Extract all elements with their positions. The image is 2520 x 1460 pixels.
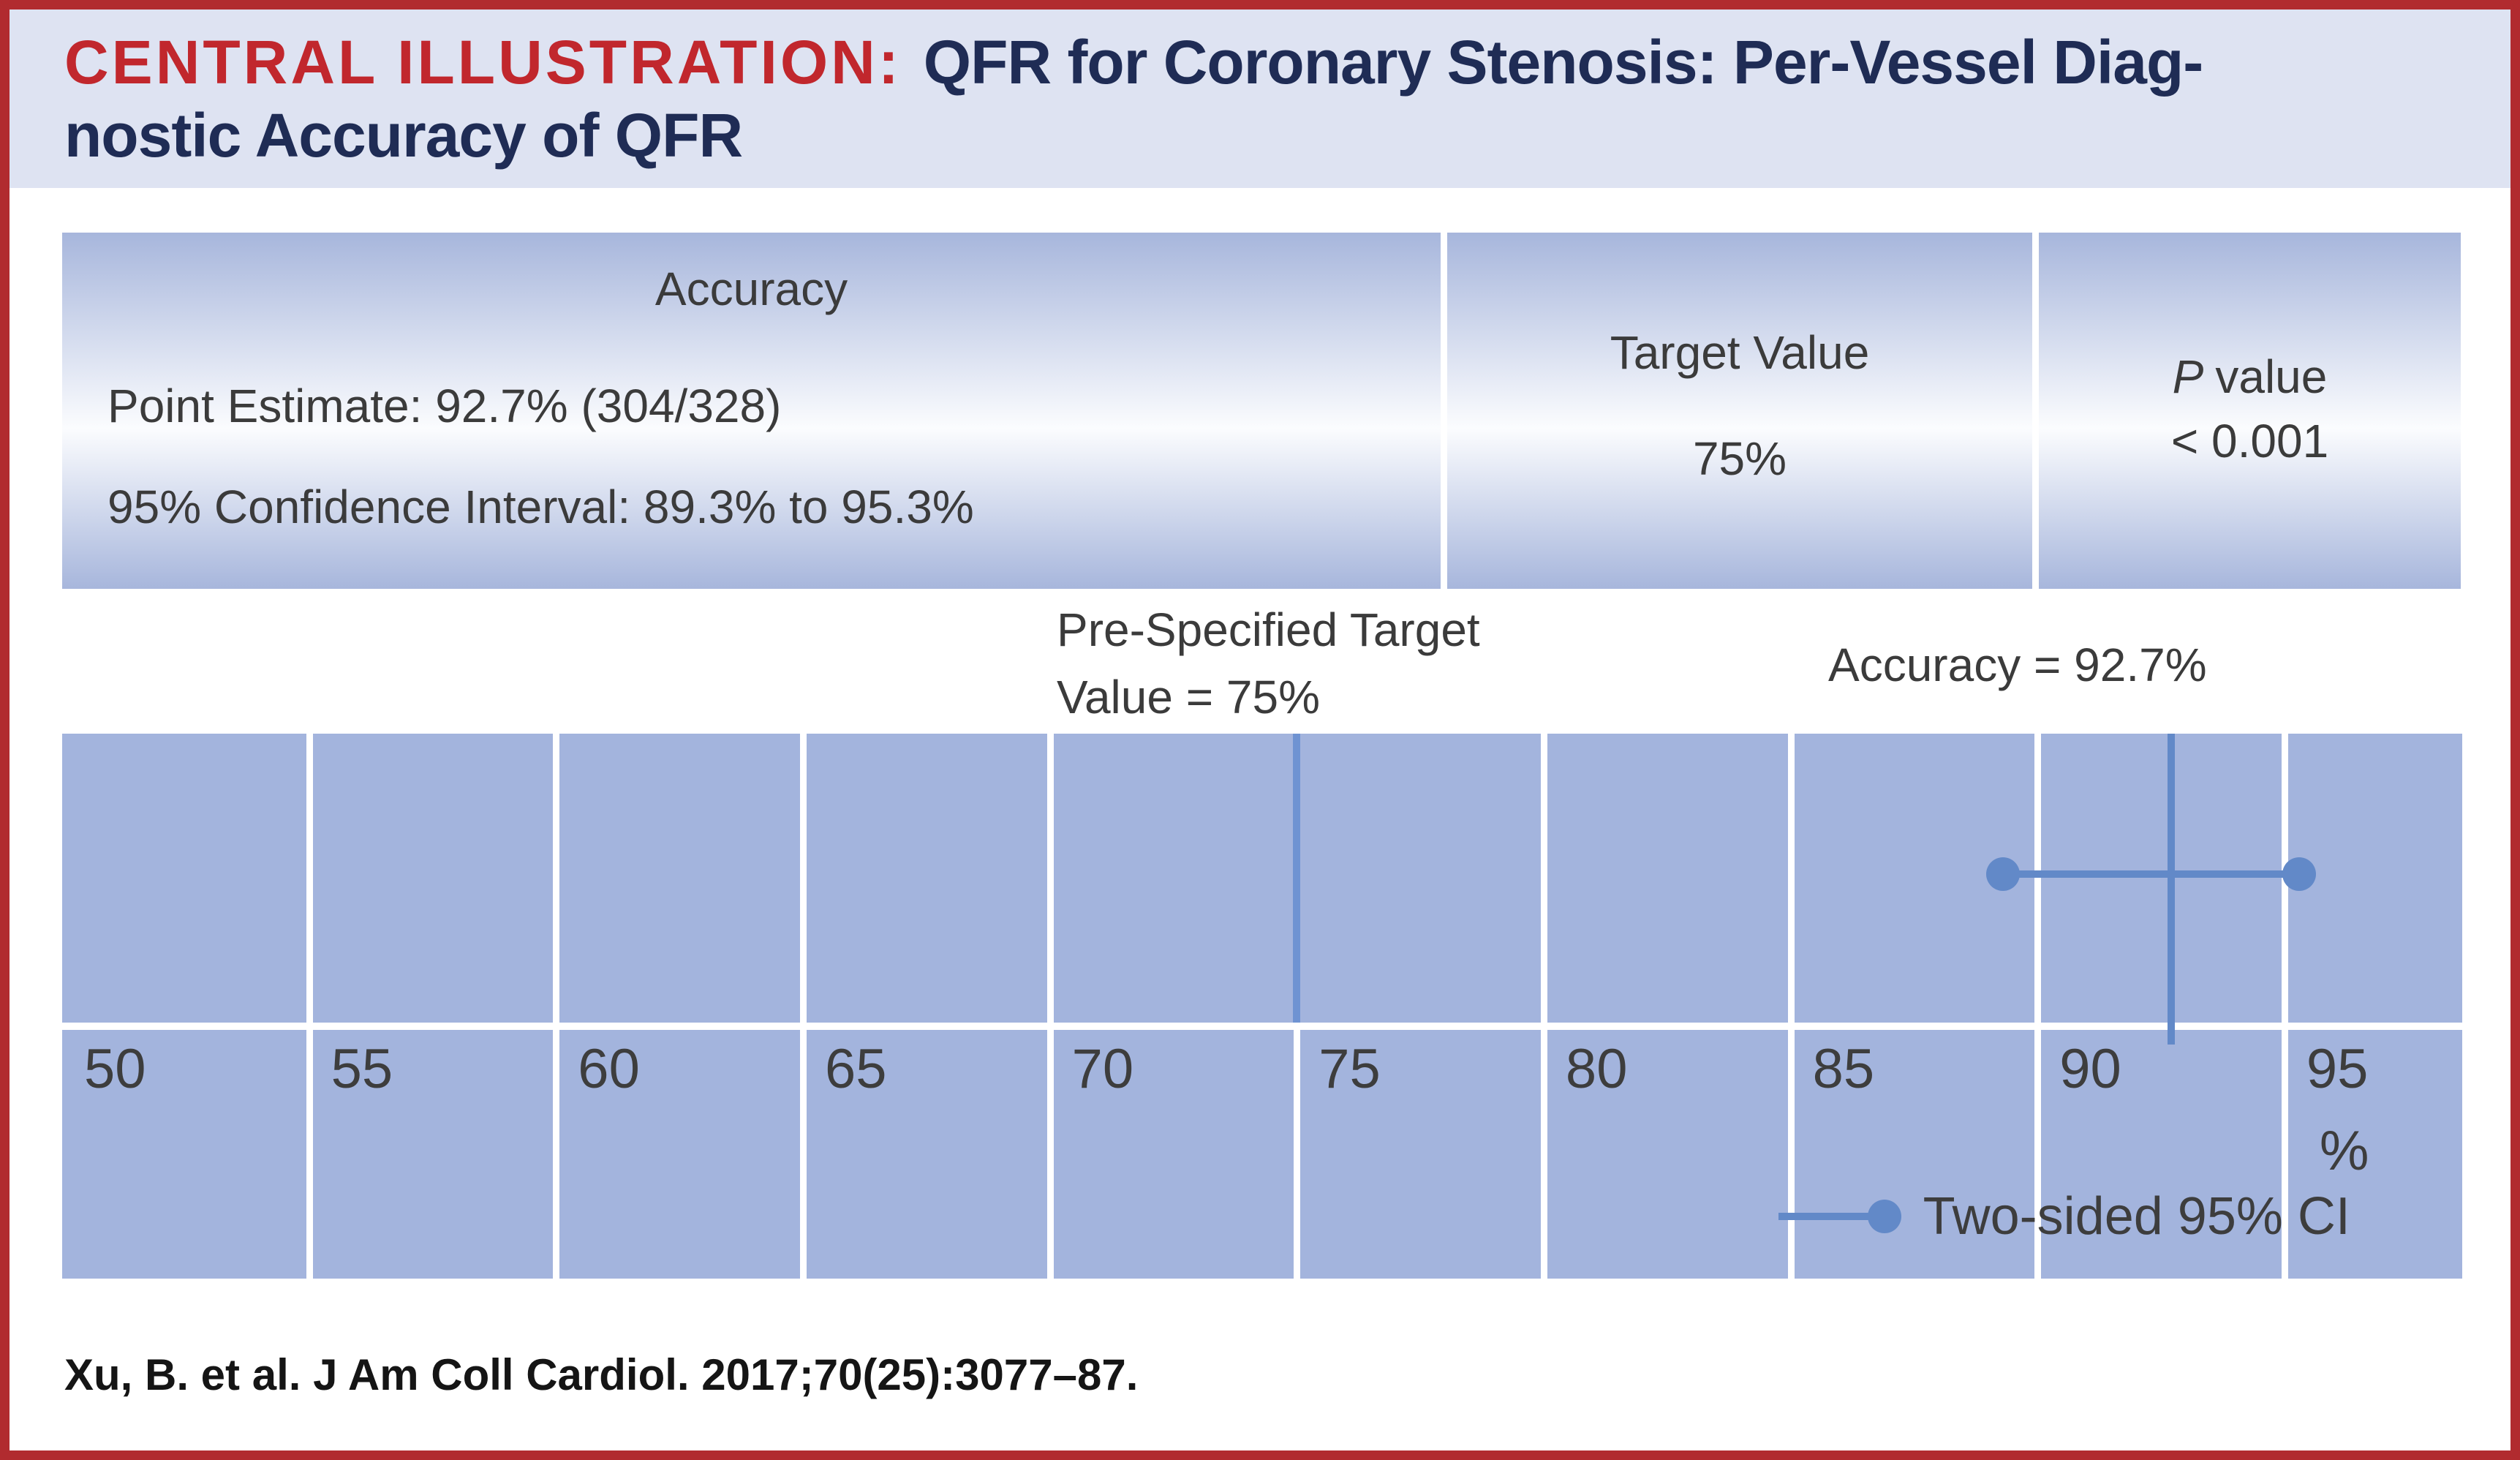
x-tick-label-75: 75 (1319, 1038, 1381, 1100)
x-tick-label-60: 60 (578, 1038, 640, 1100)
x-tick-label-90: 90 (2059, 1038, 2121, 1100)
legend-line-icon (1778, 1213, 1872, 1220)
confidence-interval-row: 95% Confidence Interval: 89.3% to 95.3% (107, 481, 974, 533)
target-value-column: Target Value 75% (1447, 233, 2032, 589)
x-tick-label-85: 85 (1812, 1038, 1875, 1100)
x-tick-label-55: 55 (331, 1038, 393, 1100)
summary-table: Accuracy Point Estimate: 92.7% (304/328)… (62, 233, 2461, 589)
chart-band-lower: 50 55 60 65 70 75 80 85 90 95% Two-sided 95% CI (62, 1030, 2462, 1279)
title-line-2: nostic Accuracy of QFR (64, 101, 743, 170)
gridline-60 (553, 1030, 560, 1279)
p-value-header-rest: value (2215, 350, 2328, 403)
target-value-cell: 75% (1692, 432, 1787, 485)
ci-lower-dot (1985, 857, 2020, 891)
gridline-70 (1046, 734, 1054, 1023)
gridline-75 (1294, 1030, 1301, 1279)
gridline-90 (2034, 734, 2042, 1023)
point-estimate-row: Point Estimate: 92.7% (304/328) (107, 380, 782, 432)
title-line-1: CENTRAL ILLUSTRATION: QFR for Coronary St… (64, 26, 2203, 99)
x-tick-label-70: 70 (1071, 1038, 1134, 1100)
gridline-55 (306, 1030, 313, 1279)
gridline-70 (1046, 1030, 1054, 1279)
target-value-line (1293, 734, 1301, 1023)
legend-label: Two-sided 95% CI (1923, 1187, 2350, 1246)
header-band: CENTRAL ILLUSTRATION: QFR for Coronary St… (10, 10, 2510, 188)
target-value-header: Target Value (1610, 326, 1870, 379)
accuracy-column: Accuracy Point Estimate: 92.7% (304/328)… (62, 233, 1441, 589)
x-tick-label-65: 65 (824, 1038, 887, 1100)
gridline-80 (1540, 734, 1547, 1023)
gridline-90 (2034, 1030, 2042, 1279)
chart-band-upper (62, 734, 2462, 1023)
p-value-header-italic: P (2172, 350, 2204, 403)
point-estimate-line (2167, 734, 2175, 1045)
gridline-80 (1540, 1030, 1547, 1279)
gridline-60 (553, 734, 560, 1023)
x-tick-label-95: 95 (2306, 1038, 2369, 1100)
target-annotation-line2: Value = 75% (1057, 671, 1320, 723)
legend-dot-icon (1867, 1200, 1901, 1233)
x-tick-label-50: 50 (84, 1038, 146, 1100)
target-annotation: Pre-Specified Target Value = 75% (1057, 596, 1480, 731)
x-tick-label-80: 80 (1565, 1038, 1628, 1100)
accuracy-column-header: Accuracy (654, 263, 848, 315)
target-annotation-line1: Pre-Specified Target (1057, 603, 1480, 656)
title-line1-rest: QFR for Coronary Stenosis: Per-Vessel Di… (923, 28, 2203, 97)
page-title: CENTRAL ILLUSTRATION: QFR for Coronary St… (64, 26, 2203, 172)
gridline-85 (1787, 1030, 1795, 1279)
ci-upper-dot (2282, 857, 2317, 891)
p-value-cell: < 0.001 (2170, 415, 2329, 467)
gridline-95 (2281, 1030, 2288, 1279)
legend: Two-sided 95% CI (1778, 1186, 2350, 1246)
gridline-65 (799, 734, 807, 1023)
x-axis-unit-label: % (2319, 1120, 2369, 1182)
gridline-55 (306, 734, 313, 1023)
title-emphasis: CENTRAL ILLUSTRATION: (64, 28, 902, 97)
accuracy-chart: 50 55 60 65 70 75 80 85 90 95% Two-sided 95% CI (62, 734, 2462, 1279)
gridline-85 (1787, 734, 1795, 1023)
gridline-65 (799, 1030, 807, 1279)
accuracy-annotation: Accuracy = 92.7% (1828, 639, 2207, 691)
confidence-interval-whisker (2002, 870, 2300, 878)
citation: Xu, B. et al. J Am Coll Cardiol. 2017;70… (64, 1350, 1139, 1399)
